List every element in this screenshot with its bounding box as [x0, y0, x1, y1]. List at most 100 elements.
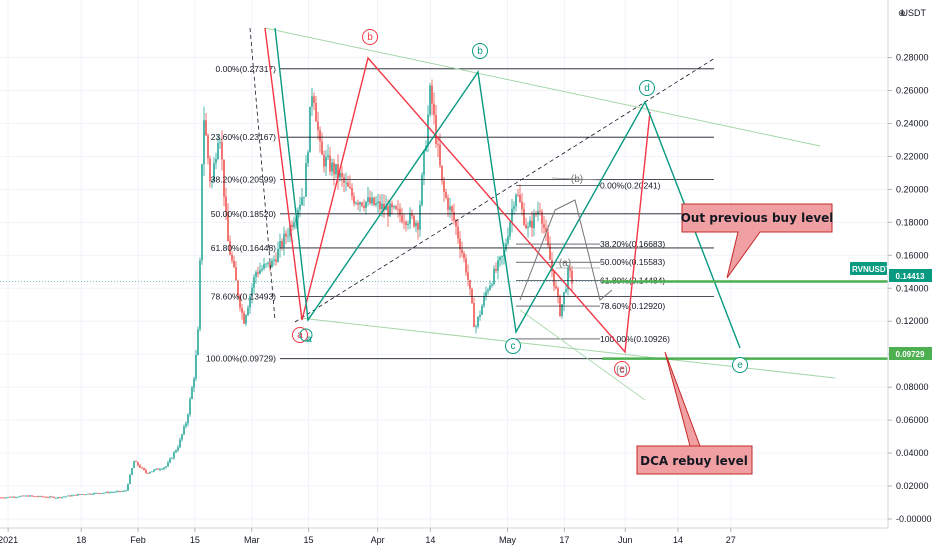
candle-body	[131, 468, 133, 475]
candle-body	[99, 493, 101, 495]
candle-body	[123, 490, 125, 492]
candle-body	[257, 272, 259, 274]
candle-body	[209, 158, 211, 182]
candle-body	[269, 262, 271, 268]
candle-body	[427, 114, 429, 146]
candle-body	[39, 495, 41, 497]
wave-label-circle	[614, 361, 630, 377]
wave-label-circle	[472, 43, 488, 59]
candle-body	[529, 220, 531, 227]
candle-body	[421, 174, 423, 205]
candle-body	[365, 201, 367, 208]
candle-body	[293, 222, 295, 228]
candle-body	[253, 276, 255, 288]
candle-body	[197, 329, 199, 355]
candle-body	[317, 121, 319, 131]
candle-body	[353, 196, 355, 204]
wave-label-circle	[505, 338, 521, 354]
candle-body	[149, 472, 151, 474]
sub-wave-b-line[interactable]	[551, 177, 601, 181]
candle-body	[11, 496, 13, 498]
candle-body	[297, 209, 299, 219]
candle-body	[331, 162, 333, 172]
candle-body	[339, 173, 341, 178]
candle-body	[235, 266, 237, 281]
candle-body	[531, 220, 533, 228]
fib-level-label: 38.20%(0.20599)	[211, 175, 276, 185]
candle-body	[193, 378, 195, 388]
candle-body	[173, 452, 175, 458]
candle-body	[329, 155, 331, 172]
candle-body	[189, 398, 191, 415]
candle-body	[469, 279, 471, 289]
candle-body	[159, 469, 161, 471]
candle-body	[443, 180, 445, 193]
candle-body	[247, 307, 249, 316]
candle-body	[275, 259, 277, 262]
candle-body	[171, 457, 173, 459]
candle-body	[391, 203, 393, 208]
candle-body	[389, 203, 391, 217]
candle-body	[167, 462, 169, 467]
candle-body	[147, 472, 149, 474]
wave-label: b	[367, 32, 373, 43]
candle-body	[349, 186, 351, 189]
candle-body	[29, 495, 31, 497]
x-tick-label: Feb	[130, 535, 146, 545]
candle-body	[415, 222, 417, 227]
wave-label-circle	[639, 80, 655, 96]
candle-body	[355, 202, 357, 204]
buy-level-callout-text: Out previous buy level	[681, 211, 834, 225]
candle-body	[229, 241, 231, 255]
candle-body	[453, 212, 455, 221]
candle-body	[387, 206, 389, 217]
candle-body	[447, 197, 449, 210]
candle-body	[109, 492, 111, 494]
candle-body	[457, 226, 459, 239]
candle-body	[19, 496, 21, 497]
candle-body	[231, 254, 233, 261]
candle-body	[507, 236, 509, 244]
candle-body	[103, 492, 105, 494]
candle-body	[273, 259, 275, 261]
candle-body	[423, 150, 425, 175]
candle-body	[377, 201, 379, 204]
candle-body	[379, 201, 381, 210]
symbol-badge-label: RVNUSDT	[852, 265, 891, 274]
candle-body	[205, 120, 207, 136]
candle-body	[17, 496, 19, 498]
candle-body	[35, 496, 37, 497]
candle-body	[93, 493, 95, 495]
candle-body	[0, 497, 1, 499]
candle-body	[203, 120, 205, 165]
channel-upper-line[interactable]	[264, 27, 821, 147]
buy-level-callout[interactable]	[681, 203, 833, 279]
wave-path-sub[interactable]	[519, 199, 613, 301]
candle-body	[55, 497, 57, 499]
candle-body	[361, 202, 363, 206]
candle-body	[75, 494, 77, 496]
candle-body	[323, 154, 325, 167]
candle-body	[277, 248, 279, 262]
wave-label-circle	[299, 328, 313, 342]
channel-inner-line[interactable]	[519, 309, 646, 401]
candle-body	[405, 222, 407, 225]
candle-body	[311, 96, 313, 107]
candle-body	[15, 497, 17, 498]
candle-body	[307, 152, 309, 164]
wave-path-teal[interactable]	[274, 27, 741, 349]
currency-lock-icon: ⊕	[898, 8, 906, 18]
wave-path-red[interactable]	[264, 27, 651, 354]
candle-body	[549, 245, 551, 260]
candle-body	[321, 141, 323, 155]
candle-body	[493, 268, 495, 285]
candle-body	[395, 206, 397, 209]
wave-label: e	[619, 364, 625, 375]
rebuy-level-callout[interactable]	[636, 351, 753, 475]
candle-body	[435, 114, 437, 144]
candle-body	[527, 226, 529, 229]
candle-body	[433, 103, 435, 115]
candle-body	[191, 387, 193, 399]
